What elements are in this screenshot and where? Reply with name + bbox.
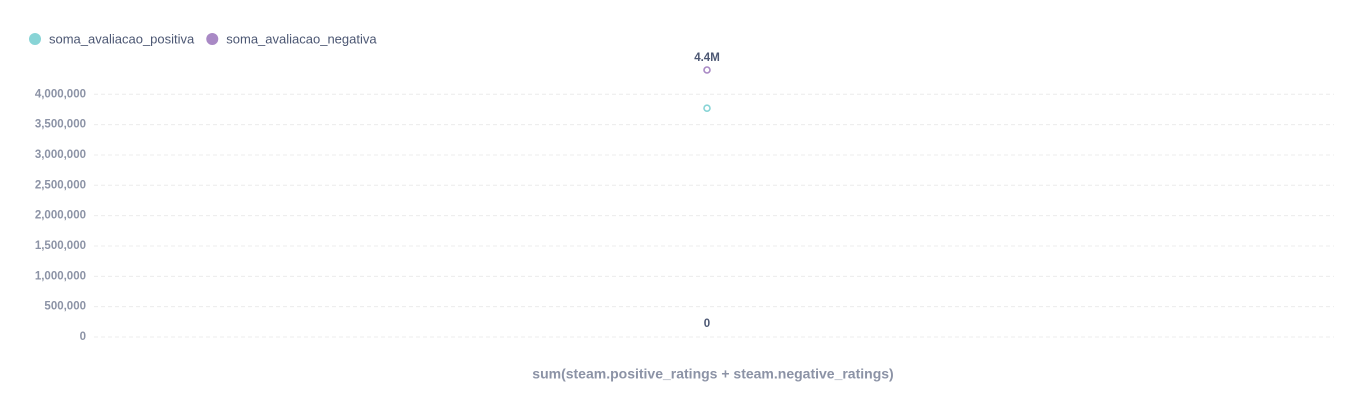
point (703, 104, 711, 113)
y-tick-label: 1,000,000 (35, 270, 86, 282)
value-label: 4.4M (694, 52, 720, 64)
annotation: 0 (704, 318, 710, 330)
y-tick-label: 500,000 (44, 301, 86, 313)
x-axis-label: sum(steam.positive_ratings + steam.negat… (532, 366, 893, 382)
legend-label: soma_avaliacao_negativa (226, 31, 377, 46)
legend-marker (206, 33, 219, 45)
y-tick-label: 1,500,000 (35, 240, 86, 252)
legend-label: soma_avaliacao_positiva (49, 31, 195, 46)
point (703, 66, 711, 74)
y-tick-label: 3,000,000 (35, 149, 86, 161)
y-tick-label: 2,500,000 (35, 179, 86, 191)
y-tick-label: 0 (80, 331, 86, 343)
legend-marker (29, 33, 41, 45)
y-tick-label: 3,500,000 (35, 119, 86, 131)
y-tick-label: 2,000,000 (35, 210, 86, 222)
y-tick-label: 4,000,000 (35, 88, 86, 100)
